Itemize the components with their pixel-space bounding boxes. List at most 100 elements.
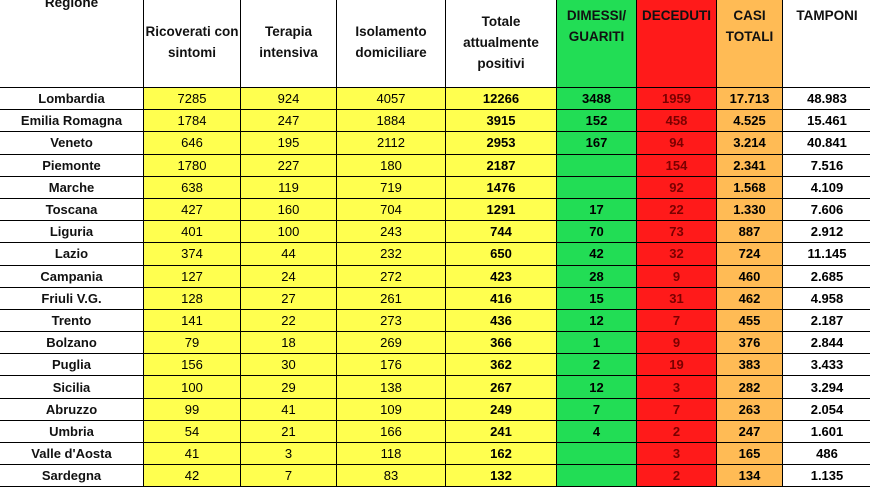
cell-isolamento: 704 — [336, 197, 446, 222]
cell-isolamento: 180 — [336, 153, 446, 177]
table-row: Emilia Romagna 1784 247 1884 3915 152 458 4.525… — [0, 109, 870, 133]
cell-casi: 455 — [716, 308, 783, 333]
cell-totale: 12266 — [445, 86, 557, 111]
cell-totale: 416 — [445, 286, 557, 310]
cell-dimessi: 70 — [556, 220, 637, 244]
cell-isolamento: 243 — [336, 220, 446, 244]
cell-deceduti: 2 — [636, 464, 717, 488]
table-row: Bolzano 79 18 269 366 1 9 376 2.844 — [0, 331, 870, 355]
cell-dimessi: 42 — [556, 242, 637, 266]
cell-ricoverati: 127 — [143, 264, 241, 288]
cell-ricoverati: 646 — [143, 131, 241, 155]
cell-terapia: 30 — [240, 353, 337, 377]
cell-tamponi: 2.187 — [782, 308, 870, 333]
header-ricoverati: Ricoverati con sintomi — [143, 0, 241, 88]
cell-ricoverati: 1784 — [143, 109, 241, 133]
cell-terapia: 195 — [240, 131, 337, 155]
cell-regione: Umbria — [0, 419, 144, 444]
cell-deceduti: 3 — [636, 441, 717, 466]
cell-terapia: 247 — [240, 109, 337, 133]
cell-terapia: 22 — [240, 308, 337, 333]
cell-deceduti: 1959 — [636, 86, 717, 111]
cell-ricoverati: 156 — [143, 353, 241, 377]
cell-isolamento: 138 — [336, 375, 446, 399]
cell-regione: Marche — [0, 175, 144, 199]
cell-casi: 3.214 — [716, 131, 783, 155]
cell-isolamento: 719 — [336, 175, 446, 199]
cell-tamponi: 4.109 — [782, 175, 870, 199]
cell-totale: 744 — [445, 220, 557, 244]
cell-regione: Veneto — [0, 131, 144, 155]
cell-regione: Puglia — [0, 353, 144, 377]
header-tamponi: TAMPONI — [782, 0, 870, 88]
table-row: Lombardia 7285 924 4057 12266 3488 1959 17.713 4… — [0, 86, 870, 111]
cell-isolamento: 109 — [336, 397, 446, 421]
cell-totale: 249 — [445, 397, 557, 421]
cell-casi: 383 — [716, 353, 783, 377]
cell-terapia: 41 — [240, 397, 337, 421]
cell-dimessi: 7 — [556, 397, 637, 421]
cell-totale: 1291 — [445, 197, 557, 222]
table-row: Campania 127 24 272 423 28 9 460 2.685 — [0, 264, 870, 288]
cell-casi: 247 — [716, 419, 783, 444]
cell-totale: 241 — [445, 419, 557, 444]
cell-tamponi: 2.844 — [782, 331, 870, 355]
cell-regione: Lombardia — [0, 86, 144, 111]
table-row: Umbria 54 21 166 241 4 2 247 1.601 — [0, 419, 870, 444]
cell-ricoverati: 374 — [143, 242, 241, 266]
cell-regione: Liguria — [0, 220, 144, 244]
cell-casi: 376 — [716, 331, 783, 355]
cell-terapia: 18 — [240, 331, 337, 355]
cell-regione: Piemonte — [0, 153, 144, 177]
cell-dimessi: 12 — [556, 308, 637, 333]
cell-deceduti: 7 — [636, 308, 717, 333]
cell-casi: 263 — [716, 397, 783, 421]
cell-totale: 132 — [445, 464, 557, 488]
cell-ricoverati: 7285 — [143, 86, 241, 111]
cell-terapia: 21 — [240, 419, 337, 444]
cell-casi: 134 — [716, 464, 783, 488]
cell-totale: 1476 — [445, 175, 557, 199]
cell-isolamento: 1884 — [336, 109, 446, 133]
header-regione: Regione — [0, 0, 144, 88]
cell-deceduti: 31 — [636, 286, 717, 310]
cell-tamponi: 2.685 — [782, 264, 870, 288]
table-row: Sicilia 100 29 138 267 12 3 282 3.294 — [0, 375, 870, 399]
cell-ricoverati: 54 — [143, 419, 241, 444]
cell-casi: 1.330 — [716, 197, 783, 222]
cell-dimessi — [556, 441, 637, 466]
cell-casi: 724 — [716, 242, 783, 266]
cell-deceduti: 154 — [636, 153, 717, 177]
table-row: Toscana 427 160 704 1291 17 22 1.330 7.606 — [0, 197, 870, 222]
cell-isolamento: 2112 — [336, 131, 446, 155]
cell-terapia: 29 — [240, 375, 337, 399]
cell-casi: 4.525 — [716, 109, 783, 133]
cell-deceduti: 9 — [636, 331, 717, 355]
cell-isolamento: 273 — [336, 308, 446, 333]
cell-terapia: 7 — [240, 464, 337, 488]
cell-tamponi: 7.606 — [782, 197, 870, 222]
header-dimessi: DIMESSI/ GUARITI — [556, 0, 637, 88]
table-row: Abruzzo 99 41 109 249 7 7 263 2.054 — [0, 397, 870, 421]
cell-terapia: 3 — [240, 441, 337, 466]
cell-regione: Lazio — [0, 242, 144, 266]
table-row: Trento 141 22 273 436 12 7 455 2.187 — [0, 308, 870, 333]
header-terapia: Terapia intensiva — [240, 0, 337, 88]
cell-dimessi: 12 — [556, 375, 637, 399]
cell-ricoverati: 1780 — [143, 153, 241, 177]
cell-totale: 267 — [445, 375, 557, 399]
header-casi: CASI TOTALI — [716, 0, 783, 88]
cell-casi: 887 — [716, 220, 783, 244]
cell-casi: 460 — [716, 264, 783, 288]
cell-regione: Toscana — [0, 197, 144, 222]
cell-casi: 282 — [716, 375, 783, 399]
cell-regione: Bolzano — [0, 331, 144, 355]
cell-dimessi: 15 — [556, 286, 637, 310]
table-row: Sardegna 42 7 83 132 2 134 1.135 — [0, 464, 870, 488]
header-isolamento: Isolamento domiciliare — [336, 0, 446, 88]
cell-dimessi: 2 — [556, 353, 637, 377]
cell-casi: 1.568 — [716, 175, 783, 199]
table-row: Veneto 646 195 2112 2953 167 94 3.214 40.841 — [0, 131, 870, 155]
cell-terapia: 924 — [240, 86, 337, 111]
